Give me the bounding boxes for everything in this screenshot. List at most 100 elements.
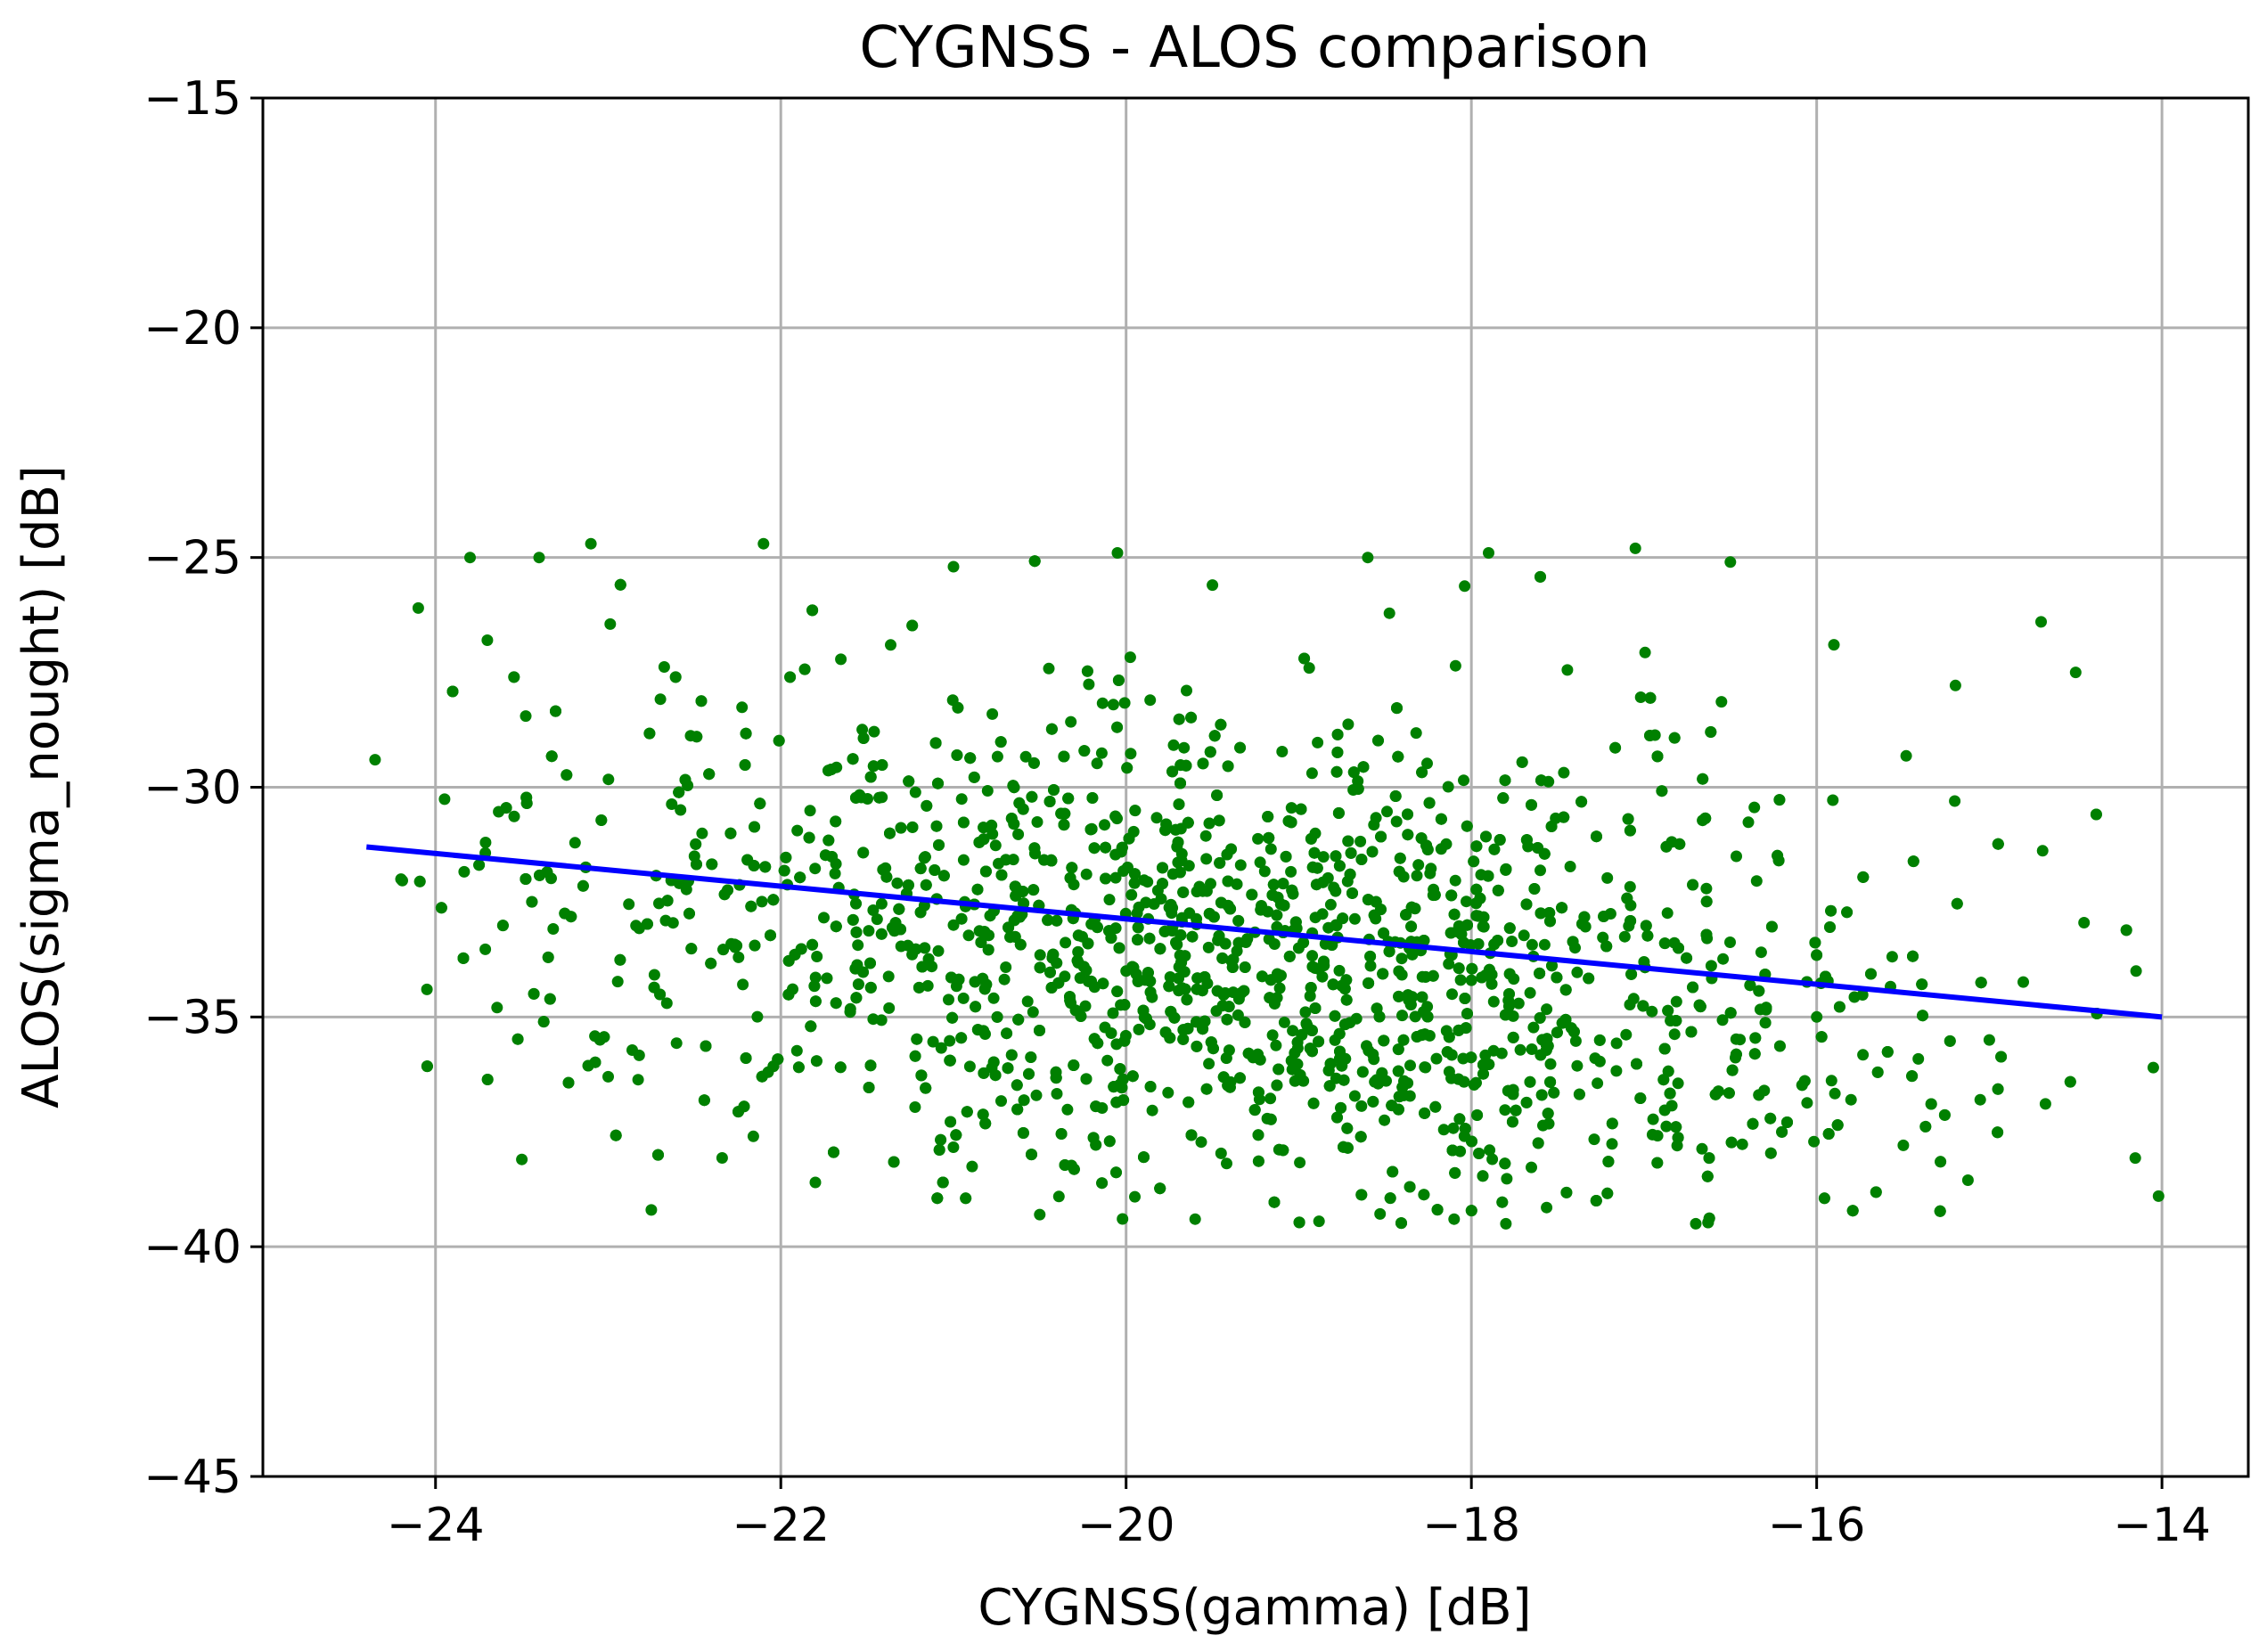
scatter-point: [1113, 942, 1125, 954]
scatter-point: [864, 1059, 877, 1072]
scatter-point: [1404, 1181, 1416, 1193]
scatter-point: [1335, 1101, 1347, 1114]
scatter-point: [1223, 1001, 1235, 1013]
scatter-point: [1362, 552, 1374, 564]
scatter-point: [1305, 767, 1318, 780]
scatter-point: [1627, 993, 1640, 1005]
scatter-point: [1831, 1119, 1844, 1132]
scatter-point: [979, 865, 992, 878]
scatter-point: [2090, 808, 2102, 821]
scatter-point: [1442, 781, 1454, 793]
scatter-point: [1109, 810, 1122, 822]
scatter-point: [1416, 991, 1428, 1003]
scatter-point: [1731, 850, 1742, 863]
scatter-point: [891, 877, 904, 889]
scatter-point: [919, 942, 931, 954]
scatter-point: [1144, 694, 1157, 707]
scatter-point: [1477, 920, 1490, 933]
scatter-point: [1507, 1031, 1519, 1043]
scatter-point: [1424, 867, 1436, 879]
scatter-point: [1610, 1065, 1623, 1077]
scatter-point: [1372, 734, 1384, 747]
scatter-point: [1822, 1128, 1835, 1140]
scatter-point: [1005, 813, 1018, 824]
scatter-point: [1992, 1126, 2004, 1139]
scatter-point: [1759, 1017, 1772, 1029]
scatter-point: [1095, 747, 1108, 759]
scatter-point: [920, 1082, 932, 1094]
scatter-point: [585, 537, 597, 550]
axis-ticks: −24 −22 −20 −18 −16 −14 −45 −40 −35 −30 −25 −20 −15: [143, 72, 2211, 1552]
scatter-point: [1499, 1157, 1511, 1170]
scatter-point: [1377, 968, 1389, 980]
scatter-point: [1725, 1136, 1738, 1149]
scatter-point: [2078, 917, 2091, 928]
scatter-point: [1080, 868, 1093, 880]
scatter-point: [1219, 937, 1232, 950]
scatter-point: [1116, 841, 1128, 854]
scatter-point: [1448, 908, 1461, 920]
scatter-point: [421, 983, 433, 995]
scatter-point: [1660, 1120, 1673, 1133]
scatter-point: [767, 894, 780, 906]
scatter-point: [1494, 834, 1506, 846]
scatter-point: [500, 802, 512, 814]
scatter-point: [971, 883, 984, 896]
scatter-point: [1818, 1192, 1830, 1205]
scatter-point: [1670, 1121, 1682, 1133]
scatter-point: [1601, 871, 1614, 884]
scatter-point: [481, 1074, 494, 1085]
scatter-point: [1453, 962, 1465, 975]
scatter-point: [1510, 1104, 1522, 1116]
scatter-point: [1571, 966, 1584, 978]
scatter-point: [1043, 796, 1056, 807]
scatter-point: [963, 1060, 976, 1073]
scatter-point: [1512, 997, 1525, 1010]
scatter-point: [1185, 1129, 1198, 1141]
scatter-point: [623, 898, 635, 911]
scatter-point: [1703, 1152, 1715, 1165]
scatter-point: [1551, 1026, 1563, 1039]
scatter-point: [1575, 796, 1588, 808]
scatter-point: [1396, 1010, 1408, 1022]
scatter-point: [1578, 911, 1591, 923]
scatter-point: [1690, 1217, 1702, 1230]
scatter-point: [1542, 1108, 1554, 1120]
scatter-point: [1781, 1116, 1793, 1128]
scatter-point: [1387, 1165, 1399, 1178]
scatter-point: [1294, 1157, 1306, 1169]
scatter-point: [1189, 1213, 1201, 1225]
scatter-point: [1132, 921, 1144, 934]
scatter-point: [1393, 965, 1405, 977]
scatter-point: [545, 750, 558, 763]
scatter-point: [446, 685, 459, 698]
scatter-point: [1624, 880, 1636, 893]
scatter-point: [1672, 1077, 1684, 1090]
scatter-point: [593, 1034, 606, 1046]
scatter-point: [1138, 874, 1150, 887]
scatter-point: [1248, 1104, 1261, 1116]
scatter-point: [1496, 1196, 1509, 1208]
scatter-point: [1384, 1192, 1396, 1205]
scatter-point: [1644, 691, 1657, 704]
scatter-point: [1379, 1114, 1391, 1126]
scatter-point: [792, 1061, 805, 1074]
scatter-point: [1370, 812, 1382, 824]
scatter-point: [736, 701, 749, 714]
scatter-point: [1355, 1189, 1368, 1201]
scatter-point: [1175, 855, 1188, 867]
scatter-point: [1474, 892, 1486, 904]
scatter-point: [1167, 739, 1180, 751]
scatter-point: [457, 952, 470, 964]
scatter-point: [1856, 989, 1869, 1001]
scatter-point: [1221, 848, 1233, 861]
scatter-point: [947, 1141, 960, 1153]
scatter-point: [1871, 1066, 1884, 1078]
scatter-point: [1295, 803, 1307, 815]
scatter-point: [1083, 678, 1095, 691]
scatter-point: [1760, 1002, 1772, 1014]
scatter-point: [806, 938, 819, 951]
scatter-point: [1091, 757, 1103, 770]
scatter-point: [1486, 1153, 1499, 1165]
scatter-point: [1220, 1052, 1232, 1064]
